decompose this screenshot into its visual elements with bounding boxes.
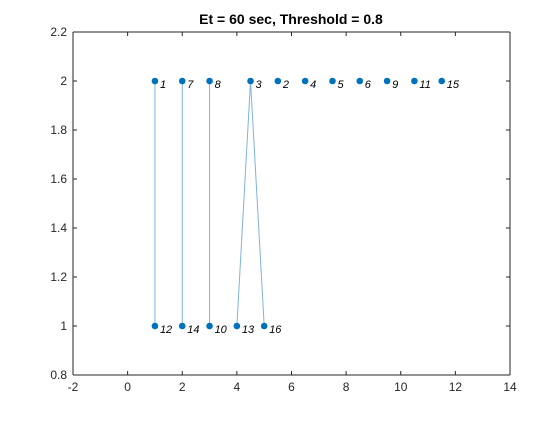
data-point (206, 77, 213, 85)
point-label: 2 (282, 79, 289, 91)
point-label: 3 (256, 79, 263, 91)
x-tick-label: 8 (343, 380, 350, 394)
points-layer (151, 77, 446, 330)
point-label: 5 (337, 79, 344, 91)
point-label: 11 (419, 79, 430, 91)
point-label: 14 (187, 324, 199, 336)
data-point (383, 77, 391, 85)
point-label: 9 (392, 79, 398, 91)
data-point (438, 77, 446, 85)
y-tick-label: 1.4 (50, 221, 67, 235)
y-tick-label: 1.6 (50, 172, 67, 186)
y-tick-label: 2 (60, 74, 67, 88)
x-tick-label: 0 (124, 380, 131, 394)
point-label: 13 (242, 324, 255, 336)
data-point (274, 77, 282, 85)
point-label: 1 (160, 79, 166, 91)
x-tick-label: 14 (503, 380, 517, 394)
point-labels-layer: 1 7 8 3 2 4 5 6 9 11 15 12 14 10 13 16 (160, 79, 460, 336)
data-point (411, 77, 418, 85)
plot-area (73, 32, 510, 375)
data-point (206, 322, 213, 330)
x-tick-label: 6 (288, 380, 295, 394)
x-tick-label: 12 (449, 380, 463, 394)
data-point (356, 77, 364, 85)
data-point (178, 77, 186, 85)
x-tick-label: 10 (394, 380, 408, 394)
y-tick-label: 1 (60, 319, 67, 333)
data-point (301, 77, 309, 85)
data-point (329, 77, 336, 85)
point-label: 16 (269, 324, 282, 336)
data-point (151, 322, 159, 330)
x-tick-label: 2 (179, 380, 186, 394)
point-label: 6 (365, 79, 372, 91)
point-label: 12 (160, 324, 172, 336)
data-point (233, 322, 241, 330)
point-label: 4 (310, 79, 316, 91)
x-tick-label: 4 (234, 380, 241, 394)
data-point (178, 322, 186, 330)
x-tick-label: -2 (68, 380, 79, 394)
point-label: 15 (447, 79, 460, 91)
point-label: 7 (187, 79, 194, 91)
y-tick-label: 2.2 (50, 25, 67, 39)
y-tick-label: 1.8 (50, 123, 67, 137)
data-point (151, 77, 159, 85)
y-tick-label: 0.8 (50, 368, 67, 382)
data-point (247, 77, 254, 85)
y-tick-label: 1.2 (50, 270, 67, 284)
point-label: 10 (215, 324, 228, 336)
data-point (260, 322, 268, 330)
point-label: 8 (215, 79, 222, 91)
chart-title: Et = 60 sec, Threshold = 0.8 (199, 11, 383, 27)
axes-layer: -2 0 2 4 6 8 10 12 140.811.21.41.61.822.2 (50, 25, 517, 394)
